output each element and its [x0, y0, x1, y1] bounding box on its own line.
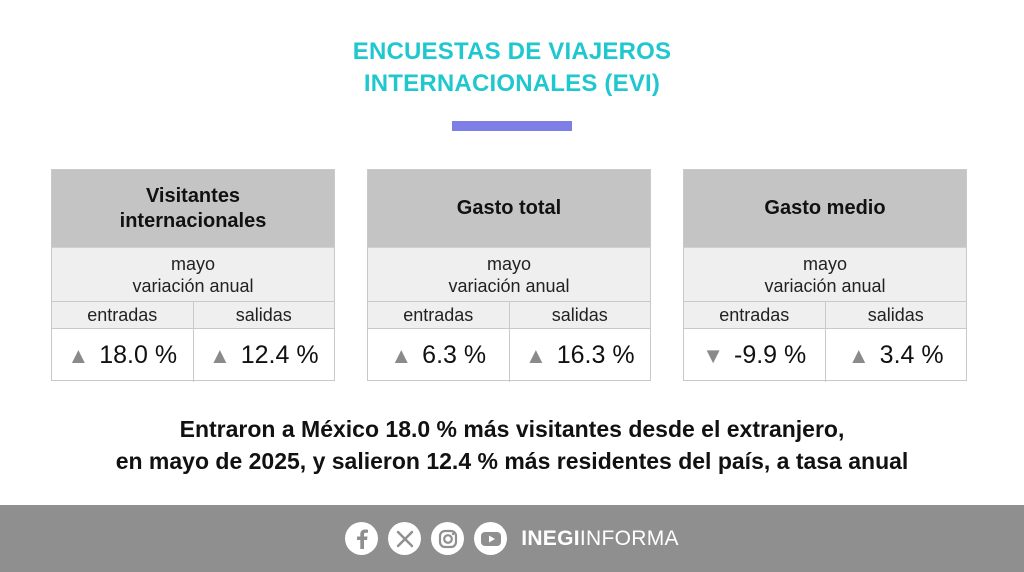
- card-title-line1: Gasto medio: [764, 197, 886, 219]
- values-row: ▲ 6.3 % ▲ 16.3 %: [368, 328, 650, 382]
- card-title: Visitantes internacionales: [52, 170, 334, 247]
- value-text: 12.4 %: [240, 341, 319, 369]
- headline-line-2: en mayo de 2025, y salieron 12.4 % más r…: [115, 448, 909, 474]
- card-title-line1: Visitantes: [145, 184, 241, 207]
- x-icon[interactable]: [388, 522, 422, 555]
- value-entradas: ▲ 18.0 %: [52, 329, 193, 382]
- headline-line-1: Entraron a México 18.0 % más visitantes …: [179, 416, 845, 442]
- card-gasto-medio: Gasto medio mayo variación anual entrada…: [683, 169, 967, 382]
- value-text: -9.9 %: [734, 341, 807, 369]
- period-label: mayo: [170, 253, 215, 274]
- values-row: ▼ -9.9 % ▲ 3.4 %: [684, 328, 966, 382]
- up-triangle-icon: ▲: [524, 342, 547, 368]
- card-subtitle: mayo variación anual: [368, 247, 650, 301]
- up-triangle-icon: ▲: [67, 342, 90, 368]
- card-gasto-total: Gasto total mayo variación anual entrada…: [367, 169, 651, 382]
- instagram-icon[interactable]: [431, 522, 465, 555]
- col-entradas: entradas: [719, 304, 790, 325]
- col-entradas: entradas: [403, 304, 474, 325]
- up-triangle-icon: ▲: [208, 342, 231, 368]
- facebook-icon[interactable]: [345, 522, 379, 555]
- card-visitantes: Visitantes internacionales mayo variació…: [51, 169, 335, 382]
- measure-label: variación anual: [764, 275, 886, 296]
- page-title: ENCUESTAS DE VIAJEROS INTERNACIONALES (E…: [0, 36, 1024, 100]
- col-salidas: salidas: [192, 302, 335, 328]
- value-text: 6.3 %: [422, 341, 487, 369]
- up-triangle-icon: ▲: [847, 342, 870, 368]
- col-salidas: salidas: [508, 302, 651, 328]
- headline: Entraron a México 18.0 % más visitantes …: [0, 413, 1024, 477]
- value-text: 18.0 %: [99, 341, 178, 369]
- card-title: Gasto total: [368, 170, 650, 247]
- card-subtitle: mayo variación anual: [52, 247, 334, 301]
- value-entradas: ▲ 6.3 %: [368, 329, 509, 382]
- card-title: Gasto medio: [684, 170, 966, 247]
- column-headers: entradas salidas: [684, 301, 966, 328]
- brand-logo[interactable]: INEGIINFORMA: [521, 527, 679, 551]
- values-row: ▲ 18.0 % ▲ 12.4 %: [52, 328, 334, 382]
- column-headers: entradas salidas: [52, 301, 334, 328]
- col-entradas: entradas: [87, 304, 158, 325]
- youtube-icon[interactable]: [474, 522, 508, 555]
- value-salidas: ▲ 12.4 %: [192, 329, 335, 382]
- value-text: 16.3 %: [556, 341, 635, 369]
- value-entradas: ▼ -9.9 %: [684, 329, 825, 382]
- up-triangle-icon: ▲: [390, 342, 413, 368]
- value-text: 3.4 %: [879, 341, 944, 369]
- title-line-1: ENCUESTAS DE VIAJEROS: [352, 38, 672, 65]
- down-triangle-icon: ▼: [702, 342, 724, 368]
- card-title-line2: internacionales: [119, 209, 267, 232]
- card-title-line1: Gasto total: [456, 197, 562, 219]
- footer-bar: INEGIINFORMA: [0, 505, 1024, 572]
- title-line-2: INTERNACIONALES (EVI): [363, 70, 661, 97]
- period-label: mayo: [802, 253, 847, 274]
- brand-light: INFORMA: [579, 526, 679, 550]
- measure-label: variación anual: [448, 275, 570, 296]
- card-subtitle: mayo variación anual: [684, 247, 966, 301]
- measure-label: variación anual: [132, 275, 254, 296]
- value-salidas: ▲ 16.3 %: [508, 329, 651, 382]
- column-headers: entradas salidas: [368, 301, 650, 328]
- accent-bar: [452, 121, 572, 131]
- value-salidas: ▲ 3.4 %: [824, 329, 967, 382]
- period-label: mayo: [486, 253, 531, 274]
- brand-bold: INEGI: [521, 526, 580, 550]
- col-salidas: salidas: [824, 302, 967, 328]
